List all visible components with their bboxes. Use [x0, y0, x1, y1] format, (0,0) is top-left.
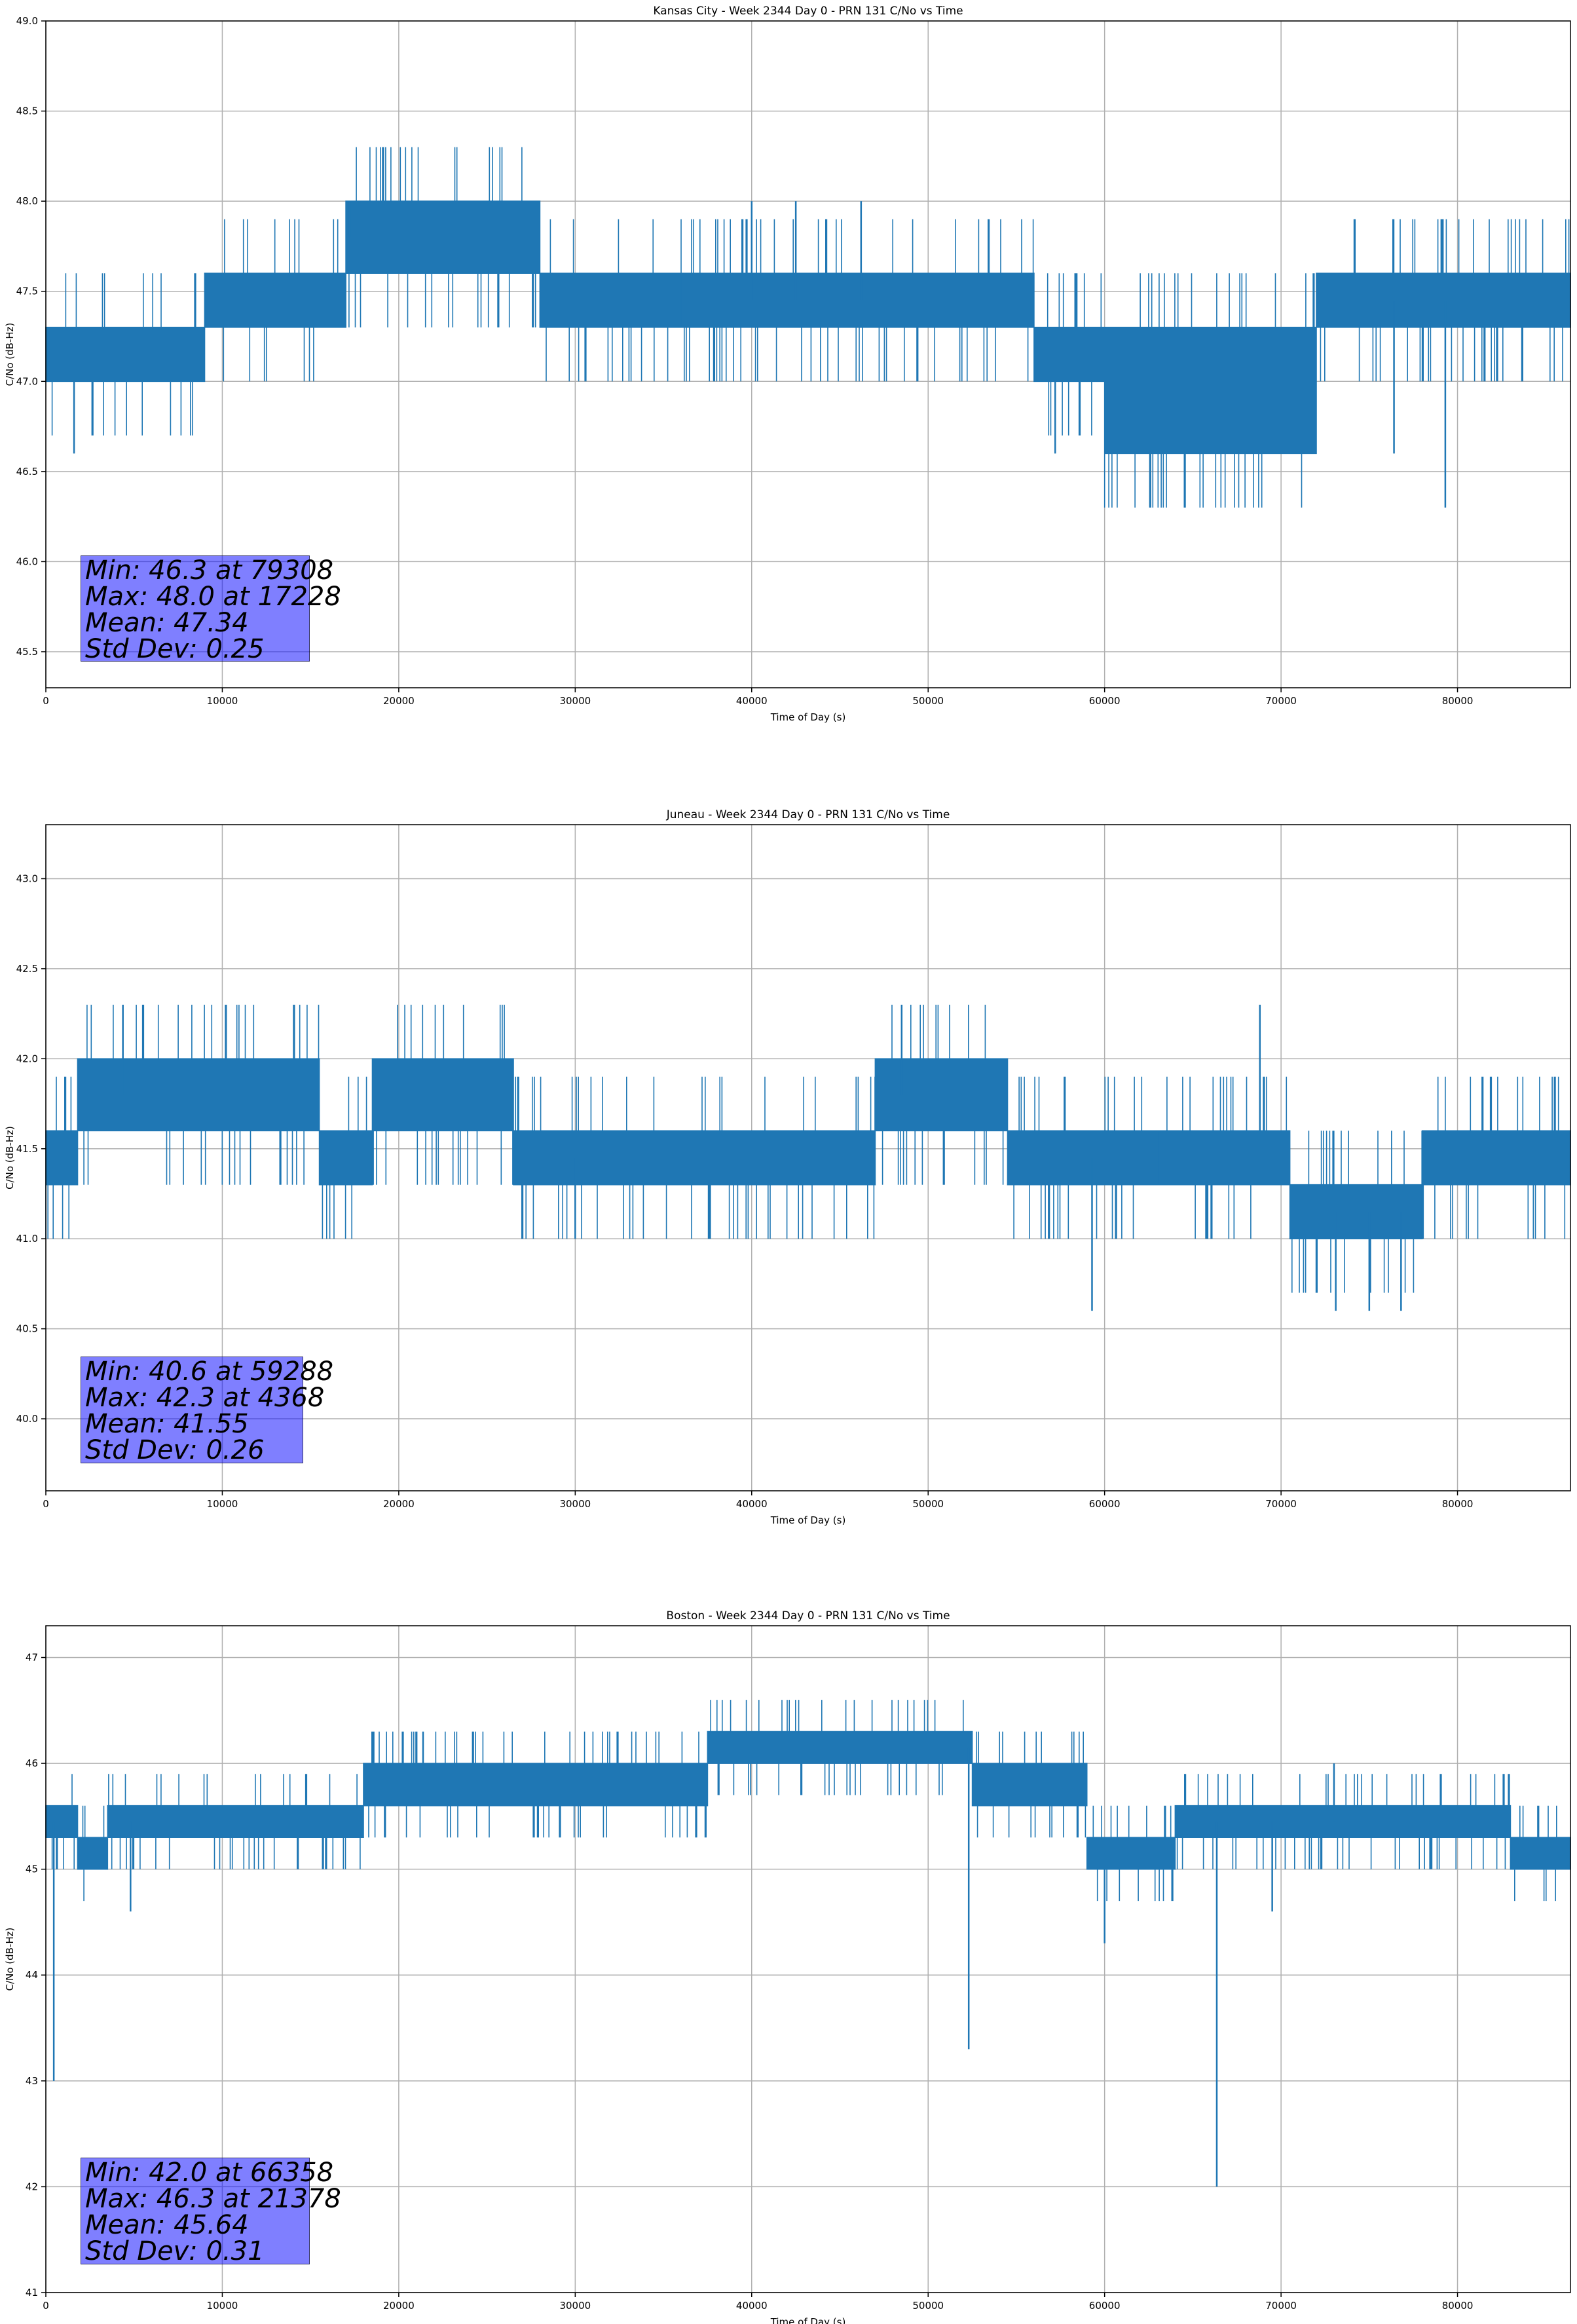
- x-tick-label: 20000: [383, 1498, 415, 1510]
- stats-mean-text: Mean: 45.64: [85, 2210, 249, 2240]
- y-tick-label: 41: [26, 2287, 38, 2298]
- y-tick-label: 46: [26, 1757, 38, 1769]
- stats-max-text: Max: 46.3 at 21378: [85, 2184, 341, 2214]
- x-tick-label: 70000: [1265, 1498, 1297, 1510]
- stats-box: Min: 40.6 at 59288 Max: 42.3 at 4368 Mean:…: [81, 1357, 334, 1465]
- stats-std-text: Std Dev: 0.31: [85, 2236, 265, 2266]
- y-tick-label: 47.0: [16, 375, 38, 387]
- stats-mean-text: Mean: 47.34: [85, 608, 249, 638]
- x-tick-label: 0: [43, 2300, 49, 2312]
- axes-frame: [45, 1625, 1571, 2293]
- x-tick-label: 20000: [383, 695, 415, 707]
- x-tick-label: 0: [43, 1498, 49, 1510]
- x-tick-label: 80000: [1442, 2300, 1474, 2312]
- data-series-line: [45, 147, 1571, 508]
- stats-max-text: Max: 42.3 at 4368: [85, 1383, 325, 1413]
- stats-box: Min: 42.0 at 66358 Max: 46.3 at 21378 Mean…: [81, 2158, 341, 2266]
- y-tick-label: 42.5: [16, 963, 38, 975]
- stats-min-text: Min: 46.3 at 79308: [85, 555, 334, 586]
- x-tick-label: 60000: [1089, 1498, 1121, 1510]
- x-axis-label: Time of Day (s): [770, 2316, 846, 2324]
- stats-min-text: Min: 42.0 at 66358: [85, 2158, 334, 2188]
- x-tick-label: 80000: [1442, 1498, 1474, 1510]
- x-tick-label: 30000: [559, 695, 591, 707]
- x-tick-label: 40000: [736, 1498, 768, 1510]
- x-axis-label: Time of Day (s): [770, 711, 846, 723]
- y-tick-label: 44: [26, 1969, 38, 1981]
- y-tick-label: 45.5: [16, 646, 38, 658]
- x-tick-label: 20000: [383, 2300, 415, 2312]
- x-tick-label: 70000: [1265, 695, 1297, 707]
- x-tick-label: 30000: [559, 1498, 591, 1510]
- y-tick-label: 49.0: [16, 15, 38, 27]
- y-axis-label: C/No (dB-Hz): [4, 1126, 16, 1190]
- x-tick-label: 40000: [736, 695, 768, 707]
- x-tick-label: 10000: [207, 2300, 238, 2312]
- x-tick-label: 30000: [559, 2300, 591, 2312]
- x-tick-label: 60000: [1089, 695, 1121, 707]
- y-tick-label: 48.0: [16, 195, 38, 207]
- chart-title: Boston - Week 2344 Day 0 - PRN 131 C/No …: [666, 1609, 950, 1622]
- stats-box: Min: 46.3 at 79308 Max: 48.0 at 17228 Mean…: [81, 555, 341, 664]
- y-tick-label: 47: [26, 1651, 38, 1663]
- y-tick-label: 40.5: [16, 1323, 38, 1335]
- y-tick-label: 42: [26, 2181, 38, 2192]
- x-tick-label: 50000: [912, 2300, 944, 2312]
- y-axis-label: C/No (dB-Hz): [4, 1928, 16, 1991]
- y-tick-label: 41.0: [16, 1233, 38, 1245]
- y-axis-label: C/No (dB-Hz): [4, 323, 16, 386]
- data-series-line: [45, 1700, 1571, 1902]
- y-tick-label: 45: [26, 1864, 38, 1875]
- y-tick-label: 43.0: [16, 872, 38, 884]
- x-tick-label: 60000: [1089, 2300, 1121, 2312]
- x-tick-label: 80000: [1442, 695, 1474, 707]
- x-tick-label: 10000: [207, 1498, 238, 1510]
- x-tick-label: 40000: [736, 2300, 768, 2312]
- axes-frame: [45, 20, 1571, 688]
- y-tick-label: 48.5: [16, 105, 38, 117]
- y-tick-label: 41.5: [16, 1143, 38, 1155]
- stats-std-text: Std Dev: 0.26: [85, 1435, 265, 1465]
- axes-frame: [45, 824, 1571, 1491]
- chart-title: Kansas City - Week 2344 Day 0 - PRN 131 …: [653, 5, 963, 18]
- y-tick-label: 40.0: [16, 1413, 38, 1425]
- stats-min-text: Min: 40.6 at 59288: [85, 1357, 334, 1387]
- x-tick-label: 10000: [207, 695, 238, 707]
- chart-title: Juneau - Week 2344 Day 0 - PRN 131 C/No …: [666, 808, 950, 821]
- y-tick-label: 46.5: [16, 466, 38, 478]
- y-tick-label: 42.0: [16, 1053, 38, 1064]
- stats-max-text: Max: 48.0 at 17228: [85, 582, 341, 612]
- data-series-line: [45, 1004, 1571, 1293]
- y-tick-label: 47.5: [16, 286, 38, 297]
- x-axis-label: Time of Day (s): [770, 1514, 846, 1526]
- x-tick-label: 70000: [1265, 2300, 1297, 2312]
- x-tick-label: 50000: [912, 695, 944, 707]
- y-tick-label: 43: [26, 2075, 38, 2087]
- stats-std-text: Std Dev: 0.25: [85, 634, 265, 664]
- x-tick-label: 0: [43, 695, 49, 707]
- x-tick-label: 50000: [912, 1498, 944, 1510]
- y-tick-label: 46.0: [16, 555, 38, 567]
- stats-mean-text: Mean: 41.55: [85, 1409, 249, 1439]
